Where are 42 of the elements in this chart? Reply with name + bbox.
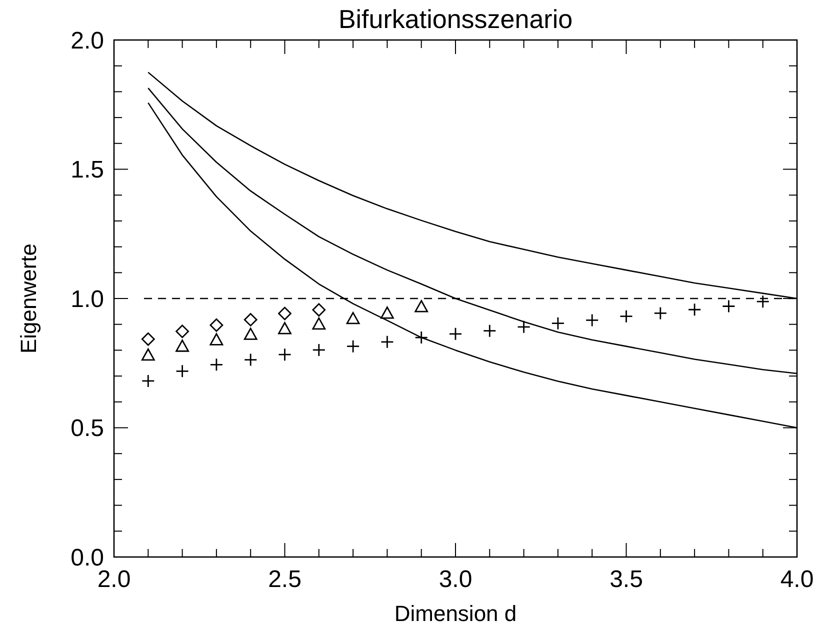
point	[551, 316, 565, 330]
x-tick-label: 4.0	[780, 566, 814, 593]
point	[346, 340, 360, 354]
point	[278, 322, 292, 334]
point	[448, 327, 462, 341]
point	[244, 353, 258, 366]
point	[312, 303, 326, 317]
x-tick-label: 3.0	[438, 566, 472, 593]
y-tick-label: 2.0	[70, 27, 104, 54]
point	[141, 348, 155, 361]
point	[210, 358, 224, 372]
point	[756, 294, 770, 308]
point	[688, 302, 702, 316]
x-tick-label: 2.5	[268, 566, 302, 593]
y-tick-label: 1.5	[70, 156, 104, 184]
point	[414, 300, 428, 312]
point	[278, 348, 292, 362]
x-axis-title: Dimension d	[394, 601, 517, 626]
point	[210, 318, 224, 332]
point	[346, 312, 360, 324]
point	[312, 317, 326, 330]
point	[654, 306, 668, 320]
point	[244, 328, 258, 340]
point	[176, 340, 189, 352]
point	[482, 324, 496, 338]
point	[414, 330, 428, 344]
point	[141, 332, 155, 346]
point	[312, 343, 326, 357]
point	[278, 306, 292, 320]
point	[176, 324, 189, 338]
point	[210, 333, 224, 346]
x-tick-label: 3.5	[610, 566, 643, 593]
point	[517, 320, 530, 334]
y-tick-label: 0.5	[70, 415, 104, 442]
y-axis-title: Eigenwerte	[16, 243, 41, 354]
chart-title: Bifurkationsszenario	[338, 4, 573, 34]
point	[380, 306, 394, 319]
point	[244, 312, 258, 326]
point	[380, 335, 394, 349]
point	[585, 314, 599, 327]
point	[141, 374, 155, 388]
y-tick-label: 1.0	[70, 286, 104, 313]
